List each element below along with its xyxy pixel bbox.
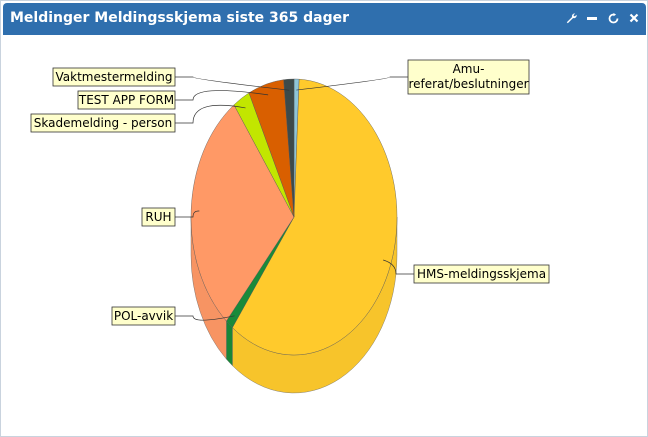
data-label-box (141, 207, 176, 227)
data-label-text: Skademelding - person (34, 116, 172, 130)
widget-title: Meldinger Meldingsskjema siste 365 dager (10, 10, 350, 26)
data-label-hms-meldingsskjema: HMS-meldingsskjema (413, 264, 550, 284)
leader-line-test-app-form (175, 90, 269, 101)
data-labels: Amu-referat/beslutninger HMS-meldingsskje… (30, 59, 550, 326)
data-label-test-app-form: TEST APP FORM (77, 90, 176, 110)
data-label-box (77, 90, 176, 110)
data-label-pol-avvik: POL-avvik (111, 306, 176, 326)
data-label-text: TEST APP FORM (78, 93, 174, 107)
slice-vaktmestermelding (283, 78, 295, 218)
data-label-text: POL-avvik (114, 309, 173, 323)
leader-line-vaktmestermelding (175, 76, 290, 91)
leader-line-pol-avvik (175, 315, 235, 321)
data-label-amu-referat-beslutninger: Amu-referat/beslutninger (407, 59, 530, 95)
data-label-box (111, 306, 176, 326)
data-label-vaktmestermelding: Vaktmestermelding (52, 67, 176, 87)
data-label-box (413, 264, 550, 284)
data-label-box (407, 59, 530, 95)
pie-chart: Amu-referat/beslutninger HMS-meldingsskje… (30, 59, 550, 394)
data-label-text: HMS-meldingsskjema (417, 267, 546, 281)
leader-line-hms-meldingsskjema (383, 259, 414, 275)
close-icon[interactable] (628, 11, 640, 25)
data-label-ruh: RUH (141, 207, 176, 227)
leader-line-amu-referat-beslutninger (296, 76, 408, 91)
minimize-icon[interactable] (586, 11, 598, 25)
data-label-text: referat/beslutninger (408, 77, 528, 91)
leader-line-skademelding-person (175, 105, 246, 124)
data-label-text: Amu- (453, 62, 485, 76)
data-label-box (52, 67, 176, 87)
leader-line-ruh (175, 210, 200, 218)
wrench-icon[interactable] (565, 11, 577, 25)
widget-header: Meldinger Meldingsskjema siste 365 dager (3, 3, 646, 35)
data-label-text: Vaktmestermelding (56, 70, 173, 84)
leader-lines (175, 76, 414, 321)
slice-ruh (190, 104, 295, 322)
pie-side-pol-avvik (226, 320, 233, 367)
data-label-text: RUH (145, 210, 171, 224)
widget-toolbar (565, 11, 640, 25)
pie-top (190, 78, 398, 356)
refresh-icon[interactable] (607, 11, 619, 25)
data-label-box (30, 113, 176, 133)
data-label-skademelding-person: Skademelding - person (30, 113, 176, 133)
